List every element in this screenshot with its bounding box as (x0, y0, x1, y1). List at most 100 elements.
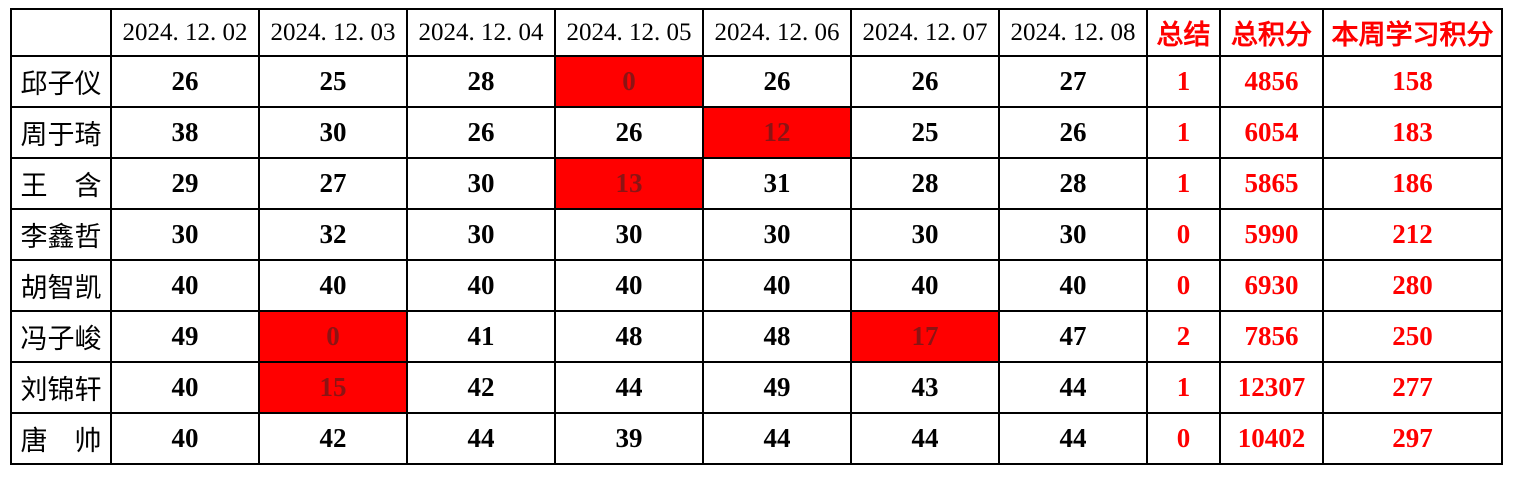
week-points-cell[interactable]: 277 (1322, 361, 1503, 414)
total-points-cell[interactable]: 10402 (1219, 412, 1324, 465)
daily-score-cell[interactable]: 30 (258, 106, 408, 159)
student-name-cell[interactable]: 李鑫哲 (10, 208, 112, 261)
daily-score-cell[interactable]: 25 (258, 55, 408, 108)
date-header[interactable]: 2024. 12. 04 (406, 8, 556, 57)
daily-score-cell[interactable]: 26 (850, 55, 1000, 108)
summary-cell[interactable]: 2 (1146, 310, 1221, 363)
daily-score-cell[interactable]: 30 (554, 208, 704, 261)
student-name-cell[interactable]: 王 含 (10, 157, 112, 210)
daily-score-cell[interactable]: 26 (406, 106, 556, 159)
daily-score-cell[interactable]: 40 (702, 259, 852, 312)
summary-cell[interactable]: 0 (1146, 412, 1221, 465)
daily-score-cell-highlighted[interactable]: 15 (258, 361, 408, 414)
week-points-cell[interactable]: 183 (1322, 106, 1503, 159)
daily-score-cell[interactable]: 44 (406, 412, 556, 465)
daily-score-cell[interactable]: 40 (406, 259, 556, 312)
date-header[interactable]: 2024. 12. 03 (258, 8, 408, 57)
daily-score-cell[interactable]: 26 (110, 55, 260, 108)
daily-score-cell[interactable]: 26 (554, 106, 704, 159)
total-points-cell[interactable]: 6930 (1219, 259, 1324, 312)
daily-score-cell[interactable]: 30 (850, 208, 1000, 261)
daily-score-cell[interactable]: 30 (406, 157, 556, 210)
daily-score-cell[interactable]: 31 (702, 157, 852, 210)
week-points-cell[interactable]: 280 (1322, 259, 1503, 312)
daily-score-cell[interactable]: 28 (850, 157, 1000, 210)
daily-score-cell[interactable]: 43 (850, 361, 1000, 414)
daily-score-cell[interactable]: 49 (702, 361, 852, 414)
daily-score-cell[interactable]: 26 (702, 55, 852, 108)
daily-score-cell[interactable]: 40 (998, 259, 1148, 312)
daily-score-cell[interactable]: 44 (554, 361, 704, 414)
daily-score-cell[interactable]: 39 (554, 412, 704, 465)
student-name-cell[interactable]: 胡智凯 (10, 259, 112, 312)
total-points-cell[interactable]: 7856 (1219, 310, 1324, 363)
summary-cell[interactable]: 1 (1146, 106, 1221, 159)
daily-score-cell[interactable]: 44 (850, 412, 1000, 465)
daily-score-cell[interactable]: 38 (110, 106, 260, 159)
daily-score-cell-highlighted[interactable]: 0 (258, 310, 408, 363)
week-points-cell[interactable]: 212 (1322, 208, 1503, 261)
total-points-cell[interactable]: 6054 (1219, 106, 1324, 159)
student-name-cell[interactable]: 周于琦 (10, 106, 112, 159)
daily-score-cell[interactable]: 49 (110, 310, 260, 363)
daily-score-cell[interactable]: 27 (258, 157, 408, 210)
daily-score-cell[interactable]: 40 (110, 259, 260, 312)
daily-score-cell[interactable]: 28 (998, 157, 1148, 210)
total-points-cell[interactable]: 4856 (1219, 55, 1324, 108)
student-name-cell[interactable]: 冯子峻 (10, 310, 112, 363)
week-points-cell[interactable]: 186 (1322, 157, 1503, 210)
daily-score-cell[interactable]: 40 (258, 259, 408, 312)
daily-score-cell[interactable]: 28 (406, 55, 556, 108)
daily-score-cell[interactable]: 30 (702, 208, 852, 261)
week-points-cell[interactable]: 158 (1322, 55, 1503, 108)
summary-cell[interactable]: 1 (1146, 55, 1221, 108)
daily-score-cell[interactable]: 40 (110, 412, 260, 465)
summary-cell[interactable]: 0 (1146, 259, 1221, 312)
summary-cell[interactable]: 1 (1146, 157, 1221, 210)
week-points-header[interactable]: 本周学习积分 (1322, 8, 1503, 57)
daily-score-cell[interactable]: 30 (406, 208, 556, 261)
daily-score-cell[interactable]: 48 (702, 310, 852, 363)
daily-score-cell[interactable]: 48 (554, 310, 704, 363)
total-points-cell[interactable]: 5990 (1219, 208, 1324, 261)
daily-score-cell[interactable]: 41 (406, 310, 556, 363)
daily-score-cell[interactable]: 42 (258, 412, 408, 465)
date-header[interactable]: 2024. 12. 02 (110, 8, 260, 57)
daily-score-cell[interactable]: 44 (998, 412, 1148, 465)
daily-score-cell[interactable]: 42 (406, 361, 556, 414)
daily-score-cell-highlighted[interactable]: 13 (554, 157, 704, 210)
daily-score-cell[interactable]: 44 (998, 361, 1148, 414)
student-name-cell[interactable]: 刘锦轩 (10, 361, 112, 414)
daily-score-cell[interactable]: 30 (110, 208, 260, 261)
total-points-cell[interactable]: 12307 (1219, 361, 1324, 414)
date-header[interactable]: 2024. 12. 08 (998, 8, 1148, 57)
daily-score-cell[interactable]: 29 (110, 157, 260, 210)
daily-score-cell-highlighted[interactable]: 17 (850, 310, 1000, 363)
daily-score-cell-highlighted[interactable]: 0 (554, 55, 704, 108)
daily-score-cell[interactable]: 32 (258, 208, 408, 261)
daily-score-cell[interactable]: 25 (850, 106, 1000, 159)
week-points-cell[interactable]: 297 (1322, 412, 1503, 465)
daily-score-cell[interactable]: 27 (998, 55, 1148, 108)
date-header[interactable]: 2024. 12. 06 (702, 8, 852, 57)
total-points-cell[interactable]: 5865 (1219, 157, 1324, 210)
daily-score-cell[interactable]: 40 (554, 259, 704, 312)
summary-header[interactable]: 总结 (1146, 8, 1221, 57)
student-name-cell[interactable]: 唐 帅 (10, 412, 112, 465)
summary-cell[interactable]: 1 (1146, 361, 1221, 414)
date-header[interactable]: 2024. 12. 07 (850, 8, 1000, 57)
daily-score-cell[interactable]: 47 (998, 310, 1148, 363)
date-header[interactable]: 2024. 12. 05 (554, 8, 704, 57)
daily-score-cell-highlighted[interactable]: 12 (702, 106, 852, 159)
daily-score-cell[interactable]: 26 (998, 106, 1148, 159)
student-name-cell[interactable]: 邱子仪 (10, 55, 112, 108)
daily-score-cell[interactable]: 40 (850, 259, 1000, 312)
daily-score-cell[interactable]: 30 (998, 208, 1148, 261)
daily-score-cell[interactable]: 44 (702, 412, 852, 465)
header-row: 2024. 12. 02 2024. 12. 03 2024. 12. 04 2024… (10, 8, 1503, 57)
summary-cell[interactable]: 0 (1146, 208, 1221, 261)
daily-score-cell[interactable]: 40 (110, 361, 260, 414)
total-points-header[interactable]: 总积分 (1219, 8, 1324, 57)
week-points-cell[interactable]: 250 (1322, 310, 1503, 363)
corner-cell[interactable] (10, 8, 112, 57)
